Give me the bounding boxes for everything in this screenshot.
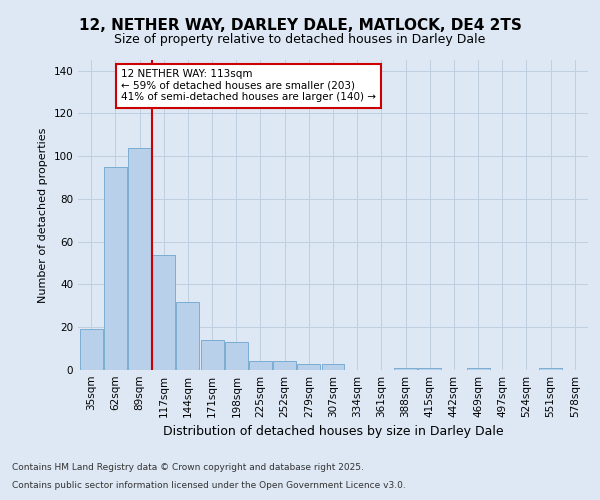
Bar bbox=[467, 368, 490, 370]
Bar bbox=[200, 340, 224, 370]
Bar bbox=[539, 368, 562, 370]
Bar bbox=[176, 302, 199, 370]
X-axis label: Distribution of detached houses by size in Darley Dale: Distribution of detached houses by size … bbox=[163, 426, 503, 438]
Bar bbox=[418, 368, 441, 370]
Text: 12, NETHER WAY, DARLEY DALE, MATLOCK, DE4 2TS: 12, NETHER WAY, DARLEY DALE, MATLOCK, DE… bbox=[79, 18, 521, 32]
Text: Size of property relative to detached houses in Darley Dale: Size of property relative to detached ho… bbox=[115, 32, 485, 46]
Bar bbox=[394, 368, 417, 370]
Bar bbox=[104, 167, 127, 370]
Bar bbox=[152, 254, 175, 370]
Bar bbox=[225, 342, 248, 370]
Bar bbox=[128, 148, 151, 370]
Bar bbox=[322, 364, 344, 370]
Bar bbox=[80, 330, 103, 370]
Bar bbox=[249, 362, 272, 370]
Text: Contains HM Land Registry data © Crown copyright and database right 2025.: Contains HM Land Registry data © Crown c… bbox=[12, 464, 364, 472]
Bar bbox=[298, 364, 320, 370]
Text: Contains public sector information licensed under the Open Government Licence v3: Contains public sector information licen… bbox=[12, 481, 406, 490]
Bar bbox=[273, 362, 296, 370]
Text: 12 NETHER WAY: 113sqm
← 59% of detached houses are smaller (203)
41% of semi-det: 12 NETHER WAY: 113sqm ← 59% of detached … bbox=[121, 70, 376, 102]
Y-axis label: Number of detached properties: Number of detached properties bbox=[38, 128, 48, 302]
